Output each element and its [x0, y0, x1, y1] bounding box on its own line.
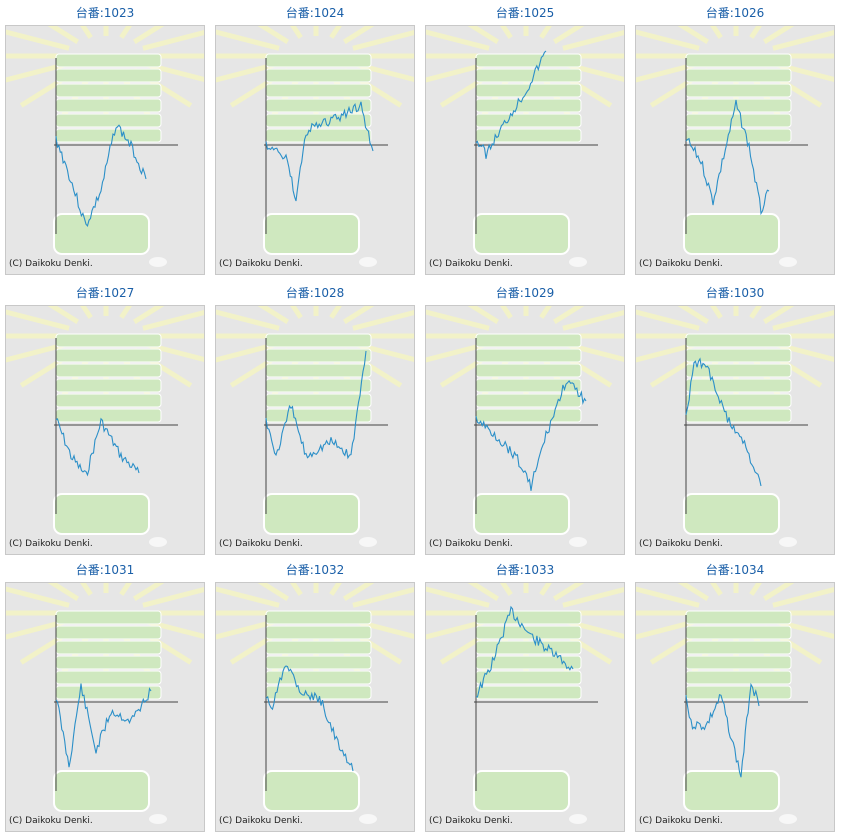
payout-line	[475, 50, 547, 159]
copyright-text: (C) Daikoku Denki.	[429, 816, 513, 826]
payout-graph	[216, 306, 414, 547]
payout-line	[475, 605, 574, 698]
payout-graph-panel[interactable]: (C) Daikoku Denki.	[425, 582, 625, 832]
payout-line	[685, 357, 762, 487]
payout-line	[55, 417, 140, 477]
copyright-text: (C) Daikoku Denki.	[9, 816, 93, 826]
machine-number-link[interactable]: 台番:1034	[705, 563, 765, 577]
copyright-text: (C) Daikoku Denki.	[219, 539, 303, 549]
payout-graph-panel[interactable]: (C) Daikoku Denki.	[5, 582, 205, 832]
payout-graph	[426, 583, 624, 824]
pachinko-machine-watermark-icon	[6, 26, 204, 267]
payout-graph-panel[interactable]: (C) Daikoku Denki.	[425, 25, 625, 275]
payout-graph	[216, 583, 414, 824]
payout-graph	[636, 26, 834, 267]
machine-number-link[interactable]: 台番:1033	[495, 563, 555, 577]
payout-graph-panel[interactable]: (C) Daikoku Denki.	[215, 25, 415, 275]
copyright-text: (C) Daikoku Denki.	[639, 539, 723, 549]
copyright-text: (C) Daikoku Denki.	[429, 539, 513, 549]
payout-graph	[426, 306, 624, 547]
payout-graph	[426, 26, 624, 267]
machine-number-link[interactable]: 台番:1027	[75, 286, 135, 300]
pachinko-machine-watermark-icon	[6, 306, 204, 547]
payout-graph-panel[interactable]: (C) Daikoku Denki.	[5, 25, 205, 275]
copyright-text: (C) Daikoku Denki.	[9, 259, 93, 269]
payout-graph	[6, 26, 204, 267]
machine-number-link[interactable]: 台番:1029	[495, 286, 555, 300]
machine-number-link[interactable]: 台番:1031	[75, 563, 135, 577]
payout-graph-panel[interactable]: (C) Daikoku Denki.	[215, 305, 415, 555]
payout-graph-panel[interactable]: (C) Daikoku Denki.	[425, 305, 625, 555]
machine-number-link[interactable]: 台番:1024	[285, 6, 345, 20]
pachinko-machine-watermark-icon	[6, 583, 204, 824]
payout-graph	[636, 583, 834, 824]
pachinko-machine-watermark-icon	[636, 583, 834, 824]
pachinko-machine-watermark-icon	[636, 26, 834, 267]
pachinko-machine-watermark-icon	[216, 583, 414, 824]
copyright-text: (C) Daikoku Denki.	[219, 816, 303, 826]
payout-graph	[636, 306, 834, 547]
copyright-text: (C) Daikoku Denki.	[429, 259, 513, 269]
pachinko-machine-watermark-icon	[636, 306, 834, 547]
machine-number-link[interactable]: 台番:1025	[495, 6, 555, 20]
payout-graph	[216, 26, 414, 267]
payout-graph-panel[interactable]: (C) Daikoku Denki.	[635, 582, 835, 832]
copyright-text: (C) Daikoku Denki.	[219, 259, 303, 269]
payout-line	[265, 665, 354, 772]
payout-graph	[6, 583, 204, 824]
machine-number-link[interactable]: 台番:1032	[285, 563, 345, 577]
payout-line	[685, 99, 770, 216]
pachinko-machine-watermark-icon	[426, 26, 624, 267]
payout-graph-panel[interactable]: (C) Daikoku Denki.	[635, 25, 835, 275]
copyright-text: (C) Daikoku Denki.	[9, 539, 93, 549]
payout-line	[55, 124, 147, 228]
pachinko-machine-watermark-icon	[216, 26, 414, 267]
payout-line	[265, 101, 374, 202]
payout-line	[475, 379, 587, 491]
pachinko-machine-watermark-icon	[426, 583, 624, 824]
pachinko-machine-watermark-icon	[426, 306, 624, 547]
machine-number-link[interactable]: 台番:1023	[75, 6, 135, 20]
payout-graph	[6, 306, 204, 547]
machine-number-link[interactable]: 台番:1030	[705, 286, 765, 300]
payout-graph-panel[interactable]: (C) Daikoku Denki.	[5, 305, 205, 555]
pachinko-machine-watermark-icon	[216, 306, 414, 547]
machine-number-link[interactable]: 台番:1028	[285, 286, 345, 300]
payout-graph-panel[interactable]: (C) Daikoku Denki.	[215, 582, 415, 832]
payout-line	[55, 683, 152, 768]
copyright-text: (C) Daikoku Denki.	[639, 816, 723, 826]
payout-line	[685, 682, 760, 778]
payout-line	[265, 350, 367, 460]
copyright-text: (C) Daikoku Denki.	[639, 259, 723, 269]
payout-graph-panel[interactable]: (C) Daikoku Denki.	[635, 305, 835, 555]
machine-number-link[interactable]: 台番:1026	[705, 6, 765, 20]
